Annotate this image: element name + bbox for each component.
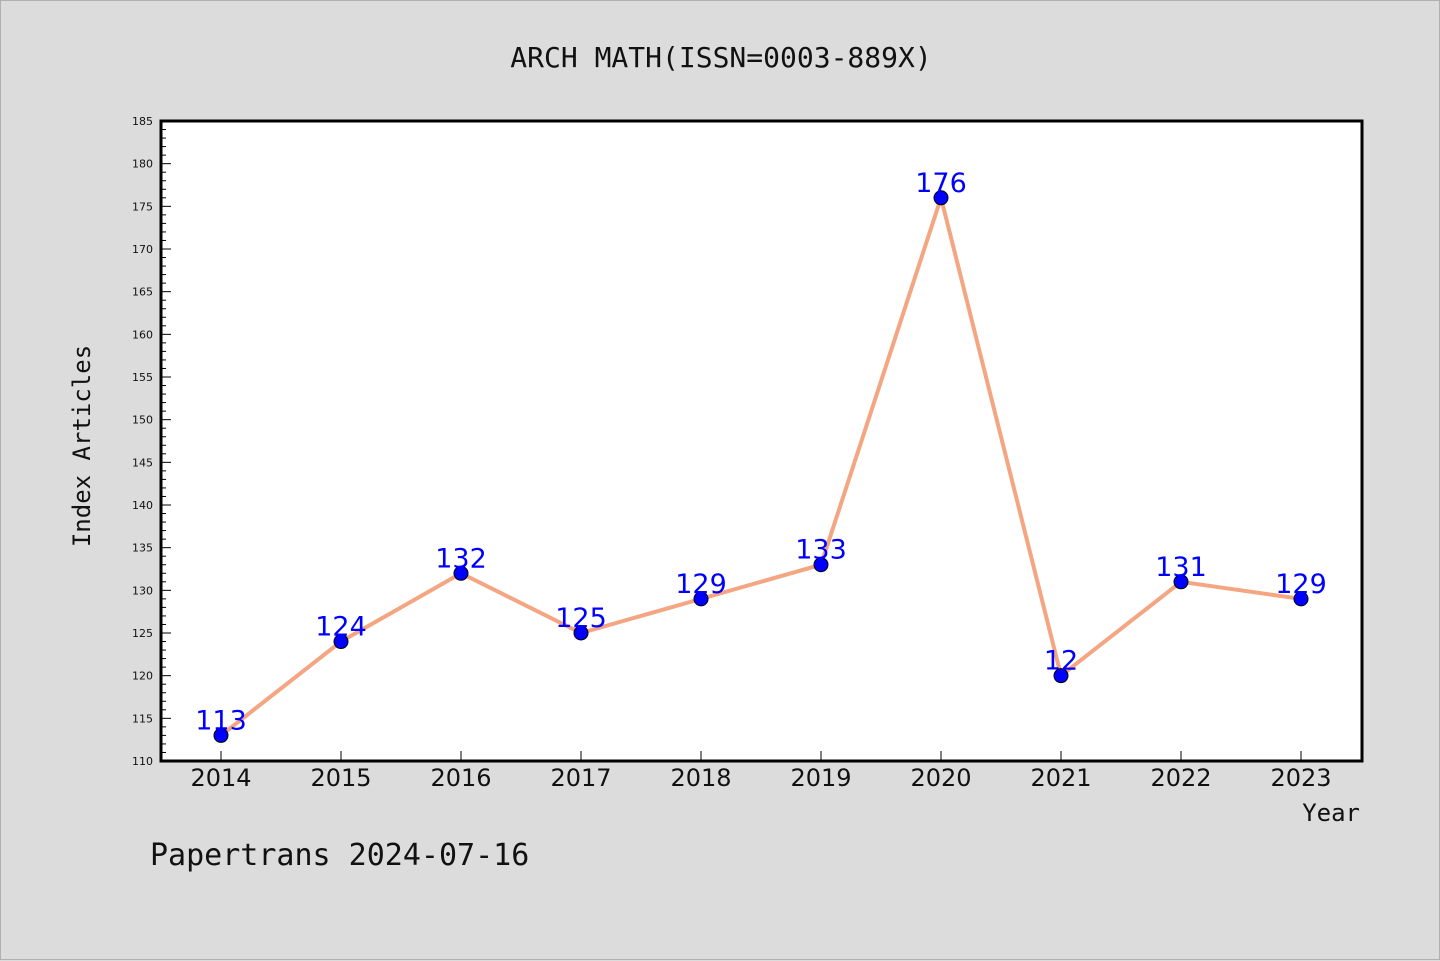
series-line <box>219 190 1302 737</box>
data-point <box>933 190 949 206</box>
y-tick-label: 145 <box>132 456 153 469</box>
y-tick-label: 130 <box>132 584 153 597</box>
data-point <box>453 565 469 581</box>
x-tick-label: 2022 <box>1150 764 1211 792</box>
x-axis-label: Year <box>1302 799 1360 827</box>
x-tick-label: 2015 <box>310 764 371 792</box>
data-label: 129 <box>1275 569 1327 600</box>
data-label: 131 <box>1155 552 1207 583</box>
series-layer: 113 124 132 125 129 133 176 12 131 129 <box>195 168 1327 743</box>
data-point <box>573 625 589 641</box>
data-label: 113 <box>195 705 247 736</box>
data-point <box>1293 591 1309 607</box>
y-tick-label: 140 <box>132 499 153 512</box>
y-tick-label: 160 <box>132 328 153 341</box>
y-tick-label: 110 <box>132 755 153 768</box>
y-tick-label: 120 <box>132 670 153 683</box>
y-tick-label: 135 <box>132 542 153 555</box>
y-tick-label: 150 <box>132 414 153 427</box>
y-tick-label: 185 <box>132 115 153 128</box>
y-tick-label: 180 <box>132 158 153 171</box>
data-label: 133 <box>795 535 847 566</box>
y-axis-ticks: 110 115 120 125 130 135 140 145 150 155 160 165 170 1… <box>132 115 171 768</box>
data-label: 125 <box>555 603 607 634</box>
y-tick-label: 165 <box>132 286 153 299</box>
x-tick-label: 2019 <box>790 764 851 792</box>
x-tick-label: 2023 <box>1270 764 1331 792</box>
chart-title: ARCH MATH(ISSN=0003-889X) <box>510 41 931 74</box>
x-tick-label: 2020 <box>910 764 971 792</box>
y-tick-label: 155 <box>132 371 153 384</box>
data-label: 132 <box>435 543 487 574</box>
x-tick-label: 2018 <box>670 764 731 792</box>
x-tick-label: 2021 <box>1030 764 1091 792</box>
y-tick-label: 125 <box>132 627 153 640</box>
data-point <box>213 727 229 743</box>
x-axis-ticks: 2014 2015 2016 2017 2018 2019 2020 2021 2022 2023 <box>190 751 1332 792</box>
footer-credit: Papertrans 2024-07-16 <box>150 838 529 873</box>
data-point <box>813 557 829 573</box>
data-label: 124 <box>315 612 367 643</box>
data-label: 129 <box>675 569 727 600</box>
y-axis-label: Index Articles <box>68 345 96 547</box>
data-label: 176 <box>915 168 967 199</box>
plot-area <box>159 119 1364 763</box>
data-point <box>693 591 709 607</box>
data-point <box>1173 574 1189 590</box>
y-tick-label: 115 <box>132 712 153 725</box>
data-point <box>1053 668 1069 684</box>
x-tick-label: 2014 <box>190 764 251 792</box>
data-label: 12 <box>1044 646 1078 677</box>
x-tick-label: 2016 <box>430 764 491 792</box>
y-tick-label: 175 <box>132 200 153 213</box>
data-point <box>333 634 349 650</box>
x-tick-label: 2017 <box>550 764 611 792</box>
y-tick-label: 170 <box>132 243 153 256</box>
